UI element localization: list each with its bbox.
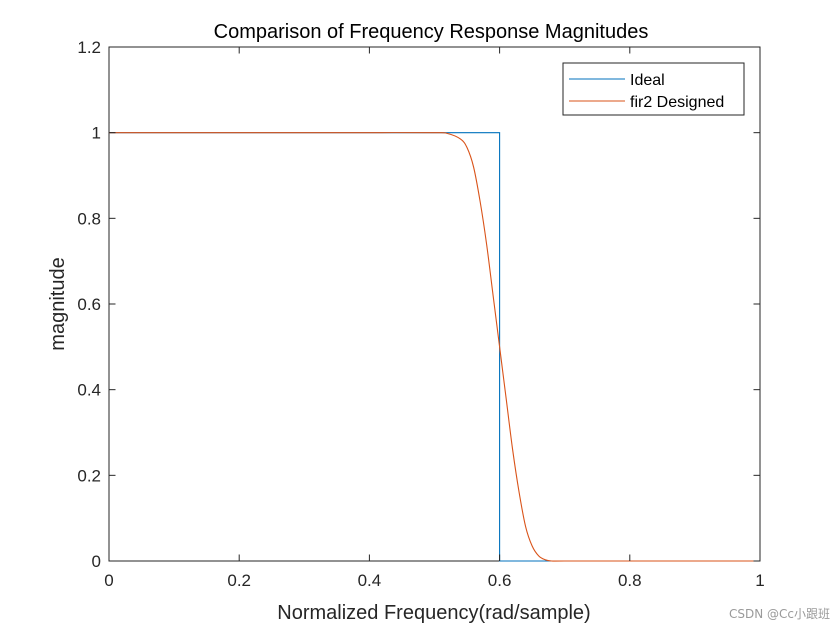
y-tick-label: 0.6 [77, 295, 101, 314]
chart-title: Comparison of Frequency Response Magnitu… [214, 21, 649, 43]
y-tick-label: 0 [92, 552, 101, 571]
legend-box [562, 62, 745, 116]
y-axis-label: magnitude [47, 257, 69, 350]
y-tick-label: 1 [92, 124, 101, 143]
ticks-layer: 0 0.2 0.4 0.6 0.8 1 0 0.2 0.4 0.6 0.8 1 1.2 [77, 38, 764, 590]
y-tick-label: 1.2 [77, 38, 101, 57]
x-tick-label: 0.6 [488, 571, 512, 590]
x-tick-label: 0.4 [358, 571, 382, 590]
x-tick-label: 0.2 [227, 571, 251, 590]
axes-box [108, 46, 761, 562]
watermark: CSDN @Cc小跟班 [728, 607, 830, 621]
x-tick-label: 0 [104, 571, 113, 590]
x-tick-label: 1 [755, 571, 764, 590]
x-axis-label: Normalized Frequency(rad/sample) [277, 602, 590, 624]
legend-entry: fir2 Designed [630, 94, 724, 111]
y-tick-label: 0.2 [77, 466, 101, 485]
series-line-fir2-designed [108, 132, 760, 562]
x-tick-label: 0.8 [618, 571, 642, 590]
legend: Ideal fir2 Designed [562, 62, 745, 116]
plot-area [108, 46, 761, 562]
y-tick-label: 0.4 [77, 381, 101, 400]
legend-entry: Ideal [630, 72, 665, 89]
y-tick-label: 0.8 [77, 209, 101, 228]
